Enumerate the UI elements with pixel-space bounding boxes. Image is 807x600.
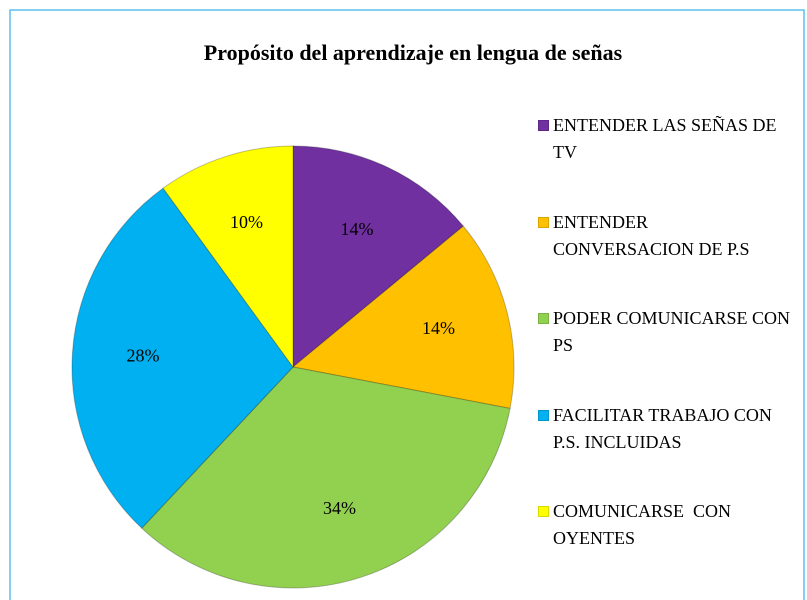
pie: 14% 14% 34% 28% 10% (71, 145, 515, 589)
pie-slice (71, 187, 294, 529)
legend-label: PODER COMUNICARSE CON PS (553, 308, 795, 355)
legend-label: ENTENDER LAS SEÑAS DE TV (553, 115, 781, 162)
pie-slice (162, 145, 294, 369)
legend: ENTENDER LAS SEÑAS DE TV ENTENDER CONVERS… (538, 112, 800, 552)
chart-frame (9, 9, 805, 600)
legend-marker (538, 216, 549, 228)
legend-label: FACILITAR TRABAJO CON P.S. INCLUIDAS (553, 404, 777, 452)
legend-item: FACILITAR TRABAJO CON P.S. INCLUIDAS (538, 402, 800, 456)
data-label: 34% (323, 498, 356, 518)
legend-label: ENTENDER CONVERSACION DE P.S (553, 211, 750, 259)
legend-marker (538, 313, 549, 324)
data-label: 10% (230, 212, 263, 232)
data-label: 28% (127, 346, 160, 366)
legend-marker (538, 409, 549, 421)
legend-marker (538, 506, 549, 517)
legend-item: ENTENDER CONVERSACION DE P.S (538, 209, 800, 263)
legend-marker (538, 120, 549, 131)
pie-slice (292, 145, 464, 369)
data-label: 14% (340, 219, 373, 239)
data-label: 14% (422, 318, 455, 338)
legend-label: COMUNICARSE CON OYENTES (553, 501, 736, 548)
legend-item: ENTENDER LAS SEÑAS DE TV (538, 112, 800, 166)
pie-slice (291, 225, 515, 409)
legend-item: COMUNICARSE CON OYENTES (538, 498, 800, 552)
chart-title: Propósito del aprendizaje en lengua de s… (204, 40, 623, 65)
pie-slice (141, 366, 511, 589)
legend-item: PODER COMUNICARSE CON PS (538, 305, 800, 359)
